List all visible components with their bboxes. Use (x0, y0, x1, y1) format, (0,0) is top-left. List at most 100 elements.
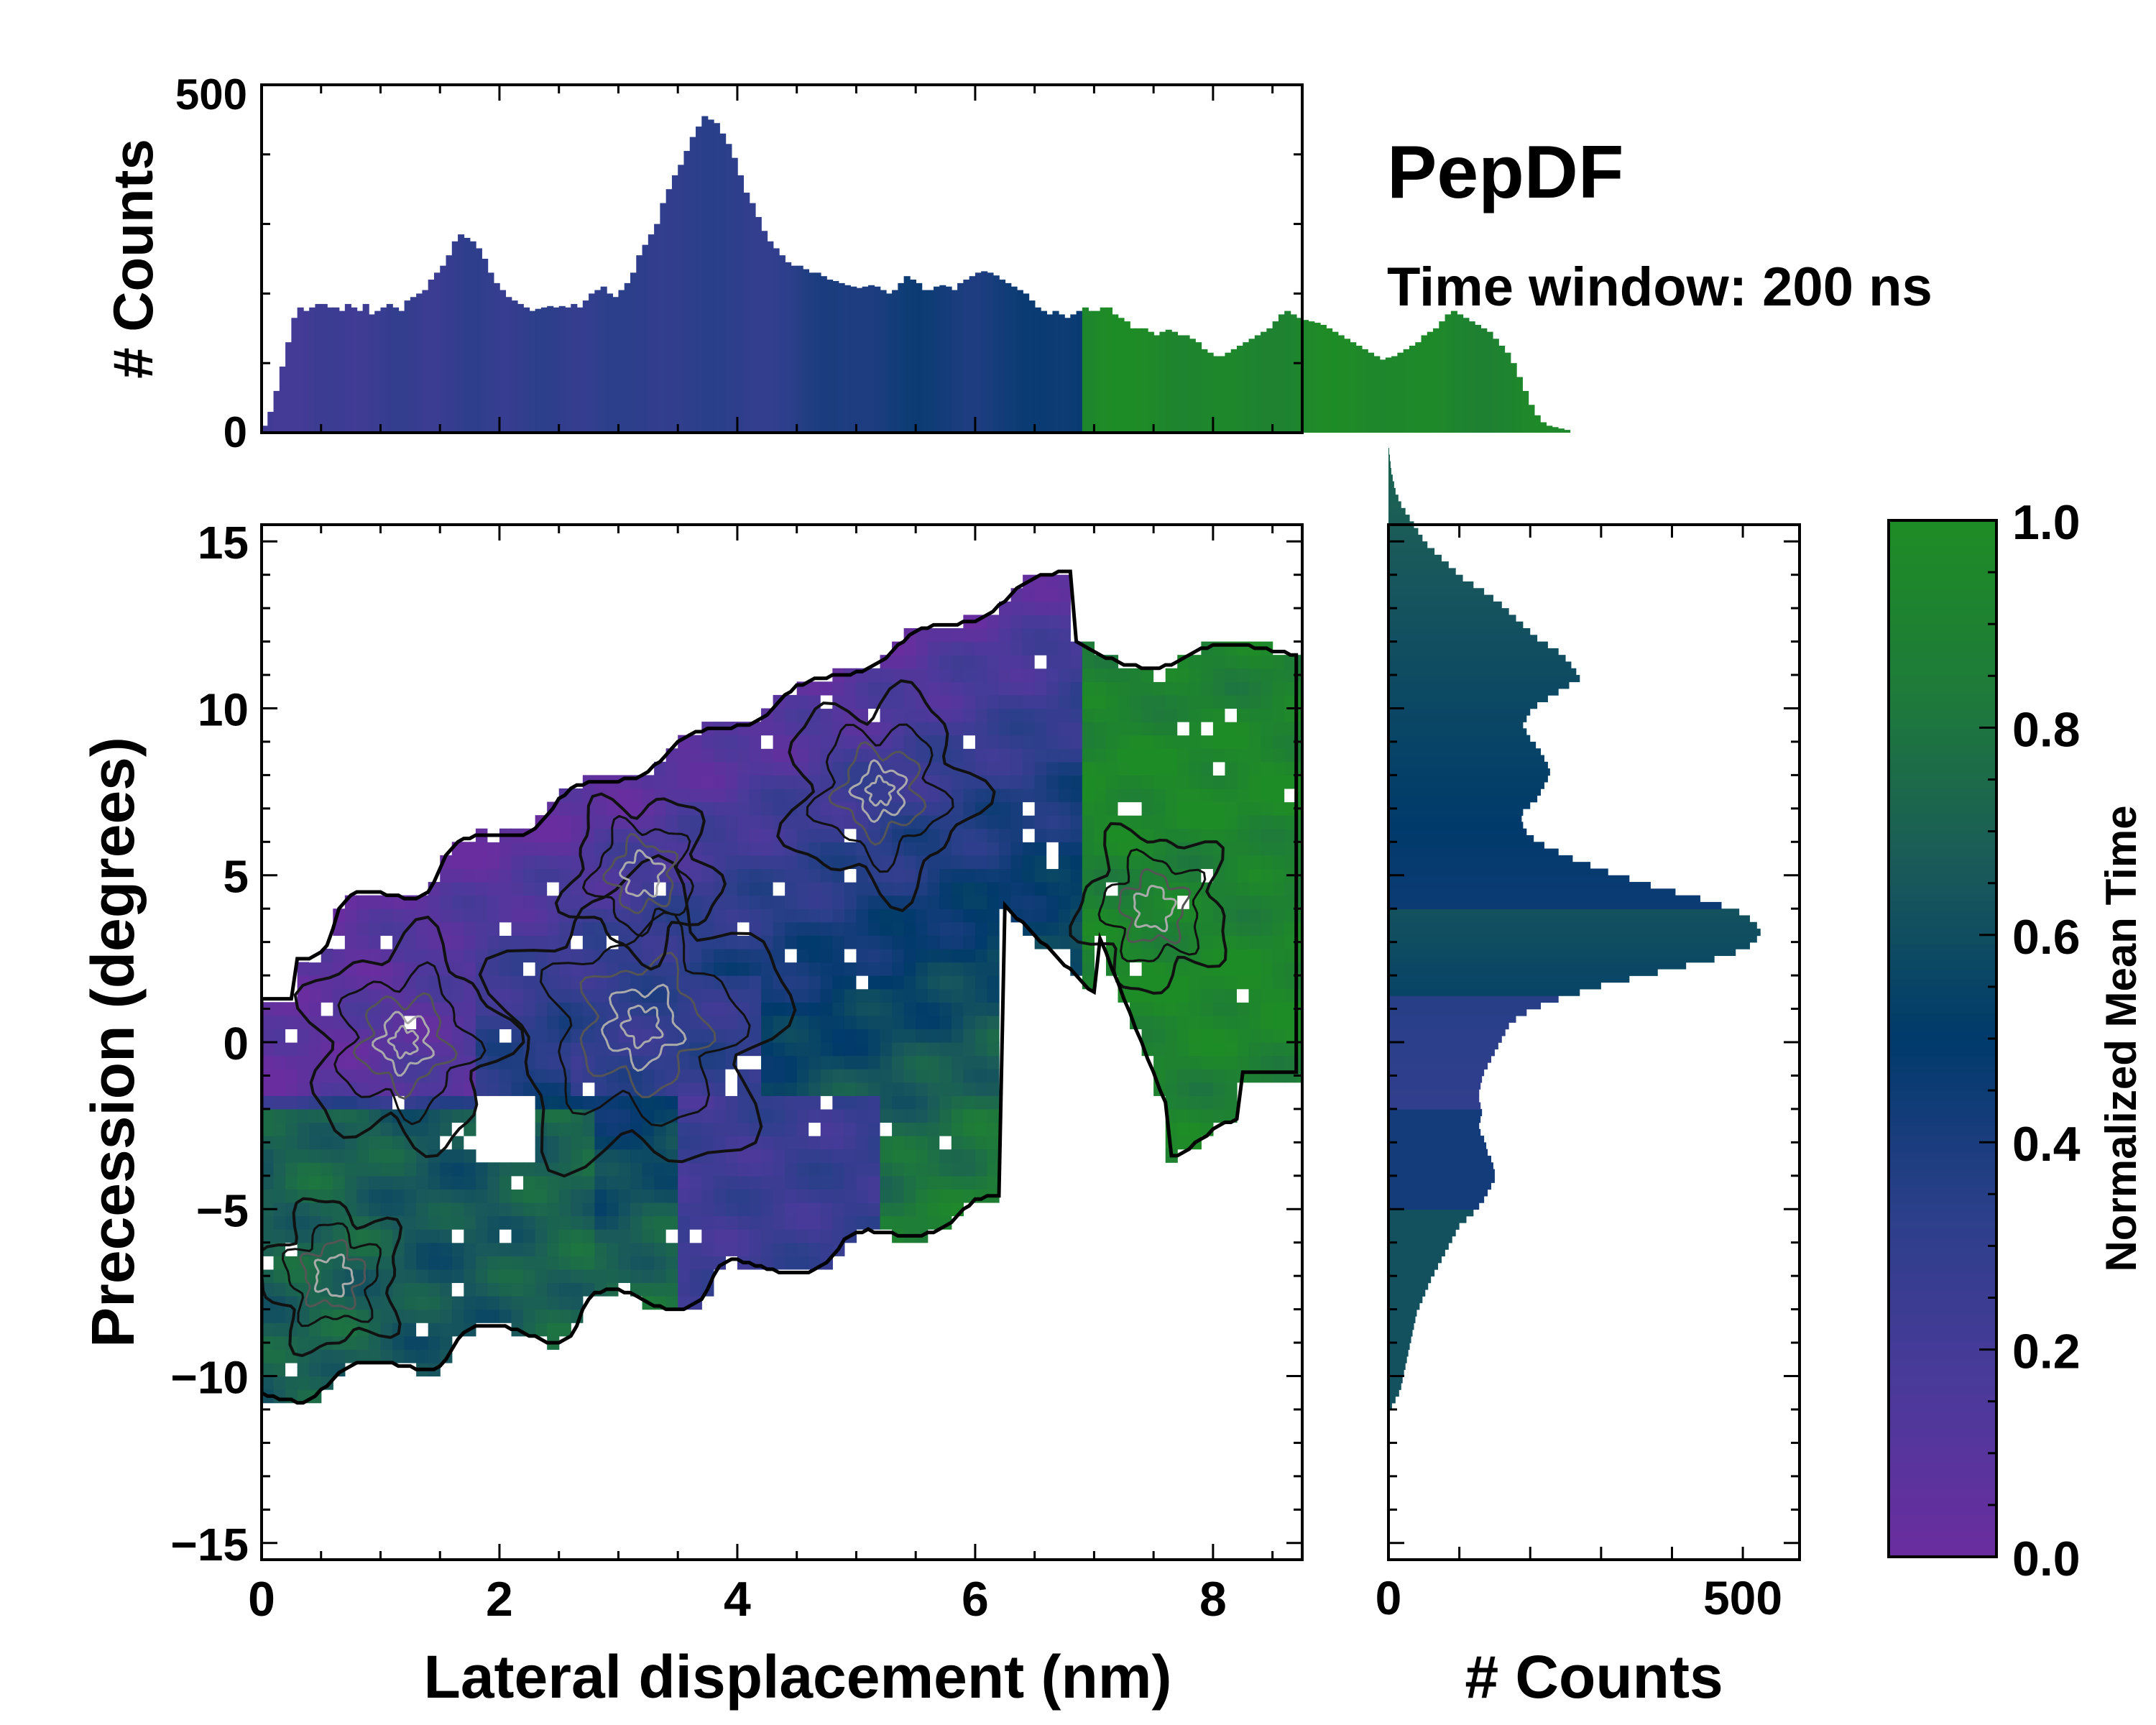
heatmap-cell (892, 735, 905, 749)
heatmap-cell (547, 1055, 560, 1070)
heatmap-cell (1082, 788, 1095, 803)
heatmap-cell (451, 1095, 464, 1110)
heatmap-cell (737, 882, 750, 896)
heatmap-cell (309, 1202, 322, 1217)
top-histogram-bar (850, 286, 857, 433)
heatmap-cell (1261, 788, 1273, 803)
heatmap-cell (1118, 828, 1130, 842)
heatmap-cell (642, 908, 655, 923)
heatmap-cell (1189, 1015, 1202, 1030)
right-histogram-bar (1388, 781, 1544, 789)
heatmap-cell (487, 1162, 500, 1177)
heatmap-cell (737, 801, 750, 816)
heatmap-cell (273, 1136, 286, 1150)
heatmap-cell (678, 962, 691, 976)
heatmap-cell (975, 655, 988, 669)
top-histogram-bar (1462, 318, 1470, 433)
heatmap-cell (903, 655, 916, 669)
heatmap-cell (1296, 988, 1302, 1003)
heatmap-cell (487, 1202, 500, 1217)
heatmap-cell (975, 628, 988, 643)
top-histogram-bar (719, 133, 727, 433)
colorbar-strip (1889, 1496, 1996, 1506)
heatmap-cell (1070, 815, 1083, 829)
heatmap-cell (380, 1202, 393, 1217)
heatmap-cell (880, 708, 893, 722)
heatmap-cell (987, 708, 1000, 722)
heatmap-cell (1046, 668, 1059, 682)
heatmap-cell (867, 668, 881, 682)
heatmap-cell (1165, 988, 1178, 1003)
heatmap-cell (404, 1175, 417, 1190)
heatmap-cell (654, 1256, 667, 1270)
heatmap-cell (1058, 842, 1071, 856)
heatmap-cell (892, 1042, 905, 1057)
heatmap-cell (464, 1296, 476, 1310)
heatmap-cell (903, 1122, 916, 1136)
heatmap-cell (999, 828, 1012, 842)
heatmap-cell (665, 935, 678, 949)
heatmap-cell (678, 748, 691, 763)
heatmap-cell (678, 1082, 691, 1096)
heatmap-cell (808, 1175, 821, 1190)
heatmap-cell (511, 1002, 524, 1016)
heatmap-cell (1141, 735, 1154, 749)
heatmap-cell (892, 1108, 905, 1123)
heatmap-cell-empty (1212, 761, 1226, 776)
heatmap-cell (440, 1242, 453, 1256)
heatmap-cell (523, 1229, 536, 1243)
heatmap-cell (1236, 948, 1250, 963)
heatmap-cell (1284, 735, 1297, 749)
heatmap-cell (1248, 828, 1261, 842)
heatmap-cell (701, 1055, 714, 1070)
heatmap-cell (1130, 681, 1143, 696)
right-histogram-bar (1388, 1262, 1439, 1270)
right-histogram-bar (1388, 875, 1630, 883)
heatmap-cell (368, 1282, 382, 1297)
heatmap-cell (1272, 735, 1285, 749)
heatmap-cell (975, 1175, 988, 1190)
heatmap-cell (844, 694, 857, 709)
heatmap-cell (832, 1069, 845, 1083)
heatmap-cell (844, 1162, 857, 1177)
colorbar-strip (1889, 1323, 1996, 1333)
heatmap-cell (844, 1175, 857, 1190)
heatmap-cell (321, 1215, 333, 1230)
heatmap-cell (856, 1202, 869, 1217)
heatmap-cell (618, 1242, 631, 1256)
heatmap-cell (939, 1069, 952, 1083)
xtick-label: 4 (724, 1572, 751, 1627)
heatmap-cell (892, 801, 905, 816)
colorbar-strip (1889, 831, 1996, 841)
heatmap-cell (1272, 761, 1285, 776)
heatmap-cell (832, 1029, 845, 1043)
heatmap-cell (547, 1242, 560, 1256)
heatmap-cell (701, 1015, 714, 1030)
heatmap-cell (273, 1015, 286, 1030)
top-histogram-bar (1135, 328, 1143, 433)
heatmap-cell (725, 735, 738, 749)
heatmap-cell (867, 1215, 881, 1230)
heatmap-cell (333, 988, 346, 1003)
top-histogram-bar (1350, 342, 1357, 433)
heatmap-cell (618, 842, 631, 856)
heatmap-cell (606, 988, 619, 1003)
heatmap-cell (1201, 708, 1214, 722)
heatmap-cell (820, 1175, 833, 1190)
heatmap-cell (428, 1335, 441, 1350)
heatmap-cell (273, 1309, 286, 1323)
heatmap-cell-empty (737, 1055, 750, 1070)
heatmap-cell (273, 1175, 286, 1190)
heatmap-cell (547, 1309, 560, 1323)
heatmap-cell (1225, 694, 1238, 709)
colorbar-strip (1889, 840, 1996, 850)
heatmap-cell-empty (464, 1136, 476, 1150)
heatmap-cell (1189, 908, 1202, 923)
heatmap-cell (820, 1082, 833, 1096)
heatmap-cell (404, 1296, 417, 1310)
heatmap-cell (1141, 1029, 1154, 1043)
heatmap-cell (844, 882, 857, 896)
heatmap-cell (975, 748, 988, 763)
heatmap-cell (963, 908, 976, 923)
heatmap-cell (1034, 668, 1047, 682)
